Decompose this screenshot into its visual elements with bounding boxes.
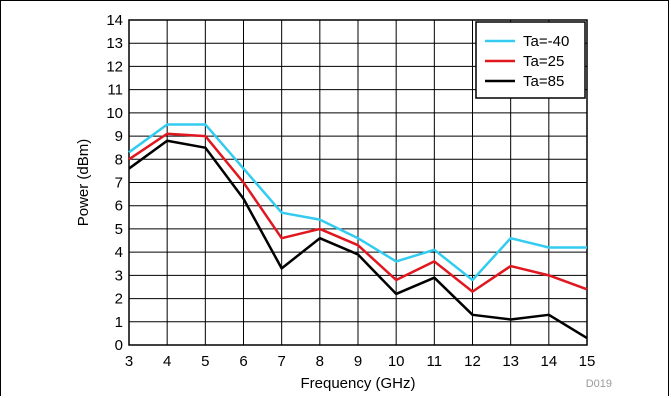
- y-tick-label-6: 6: [115, 198, 123, 215]
- y-tick-label-14: 14: [106, 12, 123, 29]
- legend-label-0: Ta=-40: [523, 33, 569, 50]
- y-tick-label-7: 7: [115, 175, 123, 192]
- y-tick-label-10: 10: [106, 105, 123, 122]
- x-tick-label-5: 8: [316, 353, 324, 370]
- legend-label-2: Ta=85: [523, 73, 564, 90]
- x-tick-label-12: 15: [579, 353, 596, 370]
- y-tick-label-8: 8: [115, 151, 123, 168]
- x-tick-label-9: 12: [464, 353, 481, 370]
- x-tick-label-7: 10: [388, 353, 405, 370]
- x-tick-labels: 3 4 5 6 7 8 9 10 11 12 13 14 15: [125, 353, 596, 370]
- x-tick-label-0: 3: [125, 353, 133, 370]
- x-tick-label-2: 5: [201, 353, 209, 370]
- x-tick-label-1: 4: [163, 353, 171, 370]
- x-tick-label-4: 7: [277, 353, 285, 370]
- legend: Ta=-40 Ta=25 Ta=85: [476, 22, 585, 98]
- y-tick-label-2: 2: [115, 291, 123, 308]
- figure-code: D019: [586, 378, 612, 390]
- x-tick-label-8: 11: [427, 353, 443, 370]
- y-tick-label-5: 5: [115, 221, 123, 238]
- x-tick-label-3: 6: [239, 353, 247, 370]
- y-tick-label-9: 9: [115, 128, 123, 145]
- y-tick-label-4: 4: [115, 244, 123, 261]
- x-tick-label-11: 14: [540, 353, 557, 370]
- y-tick-label-12: 12: [106, 58, 123, 75]
- y-tick-label-1: 1: [115, 314, 123, 331]
- legend-label-1: Ta=25: [523, 53, 564, 70]
- y-tick-label-3: 3: [115, 267, 123, 284]
- x-tick-label-10: 13: [502, 353, 519, 370]
- y-axis-label: Power (dBm): [75, 139, 92, 227]
- y-tick-label-0: 0: [115, 337, 123, 354]
- x-tick-label-6: 9: [354, 353, 362, 370]
- x-axis-label: Frequency (GHz): [300, 375, 415, 392]
- y-tick-label-11: 11: [107, 82, 123, 99]
- y-tick-label-13: 13: [106, 35, 123, 52]
